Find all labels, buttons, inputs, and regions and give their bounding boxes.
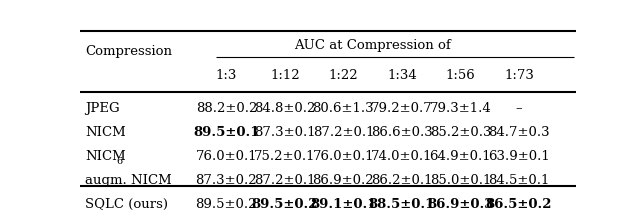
Text: 87.3±0.2: 87.3±0.2 [195, 174, 257, 187]
Text: 76.0±0.1: 76.0±0.1 [195, 150, 257, 163]
Text: 86.9±0.2: 86.9±0.2 [312, 174, 374, 187]
Text: Compression: Compression [85, 45, 172, 58]
Text: 86.6±0.3: 86.6±0.3 [371, 126, 433, 139]
Text: 80.6±1.3: 80.6±1.3 [312, 102, 374, 115]
Text: 84.8±0.2: 84.8±0.2 [254, 102, 316, 115]
Text: 84.5±0.1: 84.5±0.1 [488, 174, 550, 187]
Text: augm. NICM: augm. NICM [85, 174, 172, 187]
Text: 89.5±0.1: 89.5±0.1 [193, 126, 260, 139]
Text: 87.2±0.1: 87.2±0.1 [312, 126, 374, 139]
Text: 1:56: 1:56 [445, 69, 476, 82]
Text: 6: 6 [116, 157, 122, 166]
Text: 1:34: 1:34 [387, 69, 417, 82]
Text: 85.0±0.1: 85.0±0.1 [429, 174, 491, 187]
Text: 88.2±0.2: 88.2±0.2 [196, 102, 257, 115]
Text: 79.2±0.7: 79.2±0.7 [371, 102, 433, 115]
Text: 89.5±0.2: 89.5±0.2 [252, 198, 318, 211]
Text: 1:22: 1:22 [328, 69, 358, 82]
Text: 85.2±0.3: 85.2±0.3 [429, 126, 491, 139]
Text: 89.1±0.1: 89.1±0.1 [310, 198, 376, 211]
Text: 79.3±1.4: 79.3±1.4 [429, 102, 492, 115]
Text: 1:73: 1:73 [504, 69, 534, 82]
Text: 88.5±0.1: 88.5±0.1 [369, 198, 435, 211]
Text: JPEG: JPEG [85, 102, 120, 115]
Text: 86.5±0.2: 86.5±0.2 [486, 198, 552, 211]
Text: 86.9±0.3: 86.9±0.3 [428, 198, 493, 211]
Text: 89.5±0.2: 89.5±0.2 [196, 198, 257, 211]
Text: NICM: NICM [85, 126, 125, 139]
Text: 84.7±0.3: 84.7±0.3 [488, 126, 550, 139]
Text: 86.2±0.1: 86.2±0.1 [371, 174, 433, 187]
Text: NICM: NICM [85, 150, 125, 163]
Text: –: – [516, 102, 522, 115]
Text: 74.0±0.1: 74.0±0.1 [371, 150, 433, 163]
Text: 63.9±0.1: 63.9±0.1 [488, 150, 550, 163]
Text: 1:3: 1:3 [216, 69, 237, 82]
Text: SQLC (ours): SQLC (ours) [85, 198, 168, 211]
Text: 64.9±0.1: 64.9±0.1 [429, 150, 492, 163]
Text: AUC at Compression of: AUC at Compression of [294, 39, 451, 52]
Text: 87.2±0.1: 87.2±0.1 [254, 174, 316, 187]
Text: 76.0±0.1: 76.0±0.1 [312, 150, 374, 163]
Text: 1:12: 1:12 [270, 69, 300, 82]
Text: 87.3±0.1: 87.3±0.1 [254, 126, 316, 139]
Text: 75.2±0.1: 75.2±0.1 [254, 150, 316, 163]
